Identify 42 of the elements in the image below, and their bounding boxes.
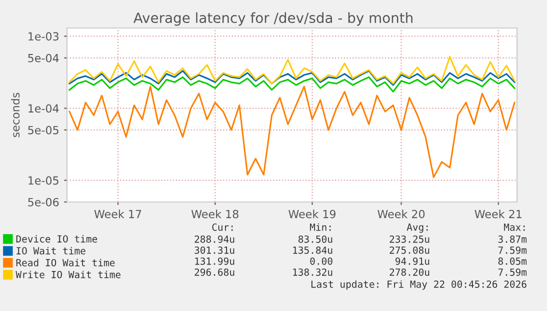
line-series [68, 86, 516, 178]
text: 83.50u [298, 235, 332, 243]
text: 301.31u [194, 246, 234, 254]
x-tick-label: Week 20 [378, 210, 425, 218]
line-series [68, 70, 516, 86]
x-tick-label: Week 17 [94, 210, 142, 218]
text: 278.20u [390, 268, 430, 276]
x-tick-label: Week 19 [288, 210, 336, 218]
text: 8.05m [498, 257, 527, 265]
line-series [68, 56, 516, 84]
text: 138.32u [293, 268, 332, 276]
y-tick-label: 1e-05 [28, 176, 58, 185]
x-tick-label: Week 21 [474, 210, 522, 218]
text: 94.91u [395, 257, 430, 265]
text: 3.87m [498, 235, 527, 243]
text: 288.94u [194, 235, 234, 243]
y-tick-label: 1e-03 [28, 32, 58, 41]
text: Min: [310, 223, 331, 231]
y-tick-label: 1e-04 [28, 104, 59, 113]
text: 296.68u [194, 268, 234, 276]
chart-title: Average latency for /dev/sda - by month [133, 12, 412, 26]
text: 131.99u [195, 257, 234, 265]
text: 0.00 [310, 257, 332, 265]
line-series [68, 76, 516, 92]
text: Cur: [212, 223, 233, 231]
text: 7.59m [498, 246, 527, 254]
legend-label: IO Wait time [16, 246, 86, 254]
legend-label: Device IO time [16, 235, 98, 243]
text: 7.59m [498, 268, 527, 276]
legend-label: Write IO Wait time [16, 270, 120, 278]
x-tick-label: Week 18 [191, 210, 238, 218]
text: 275.08u [390, 246, 430, 254]
text: 233.25u [390, 235, 430, 243]
text: Max: [504, 224, 525, 231]
text: Avg: [406, 224, 428, 233]
y-tick-label: 5e-04 [28, 54, 59, 62]
y-axis-title: seconds [11, 92, 20, 138]
y-tick-label: 5e-05 [28, 126, 58, 134]
text: 135.84u [293, 246, 332, 254]
text: Last update: Fri May 22 00:45:26 2026 [311, 280, 526, 290]
y-tick-label: 5e-06 [28, 198, 59, 206]
legend-label: Read IO Wait time [16, 258, 115, 266]
